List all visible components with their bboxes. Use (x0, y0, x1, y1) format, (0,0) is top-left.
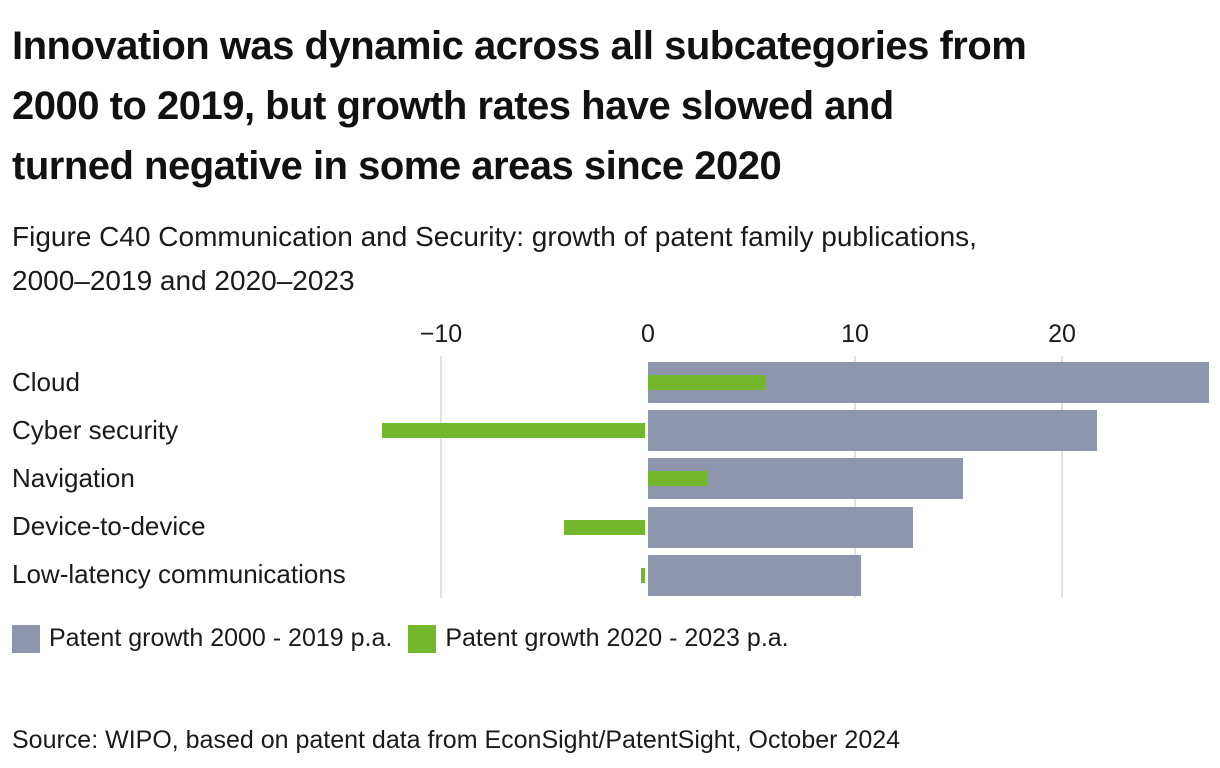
bar-2000-2019-cyber-security (648, 410, 1098, 452)
x-tick-10: 10 (841, 320, 869, 348)
category-label-device-to-device: Device-to-device (12, 511, 206, 542)
legend-item-1: Patent growth 2020 - 2023 p.a. (408, 624, 789, 653)
category-label-low-latency-communications: Low-latency communications (12, 559, 346, 590)
chart-title: Innovation was dynamic across all subcat… (12, 24, 1027, 188)
x-tick-20: 20 (1048, 320, 1076, 348)
bar-2020-2023-low-latency-communications (640, 567, 645, 583)
category-label-cyber-security: Cyber security (12, 414, 179, 445)
legend-swatch-icon (408, 624, 437, 653)
category-label-cloud: Cloud (12, 366, 80, 397)
bar-2020-2023-cyber-security (382, 423, 645, 439)
legend-label: Patent growth 2000 - 2019 p.a. (49, 624, 393, 652)
bar-2020-2023-device-to-device (564, 519, 645, 535)
legend-swatch-icon (12, 624, 40, 653)
bar-2020-2023-cloud (648, 375, 766, 390)
x-tick--10: −10 (419, 320, 463, 348)
legend: Patent growth 2000 - 2019 p.a. Patent gro… (12, 624, 789, 653)
x-tick-0: 0 (641, 320, 655, 348)
legend-item-0: Patent growth 2000 - 2019 p.a. (12, 624, 392, 653)
bar-2020-2023-navigation (648, 471, 709, 487)
gridline--10 (440, 356, 442, 598)
bar-2000-2019-low-latency-communications (648, 554, 862, 596)
category-label-navigation: Navigation (12, 462, 135, 493)
gridline-20 (1061, 356, 1063, 598)
legend-label: Patent growth 2020 - 2023 p.a. (445, 624, 789, 652)
bar-2000-2019-device-to-device (648, 506, 913, 548)
source-note: Source: WIPO, based on patent data from … (12, 726, 901, 754)
chart-subtitle: Figure C40 Communication and Security: g… (12, 221, 977, 296)
